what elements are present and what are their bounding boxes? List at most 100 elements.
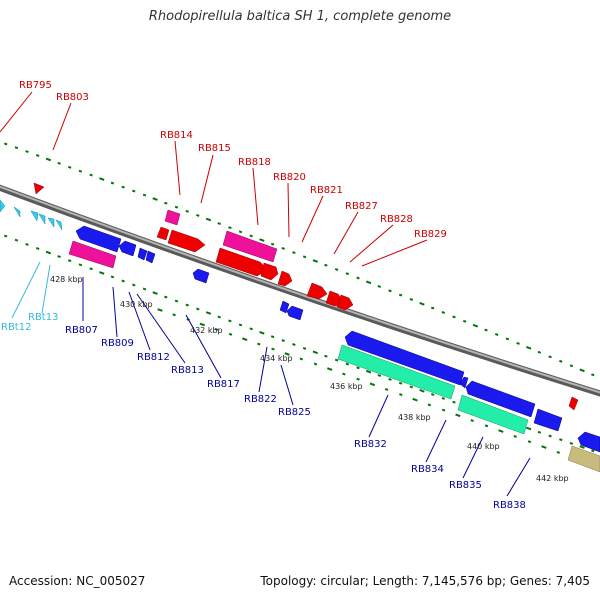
outer-tick-track <box>3 142 595 377</box>
minor-tick <box>537 430 542 434</box>
minor-tick <box>388 377 392 381</box>
minor-tick <box>409 385 414 389</box>
gene-label-forward[interactable]: RB814 <box>160 130 193 141</box>
minor-tick <box>441 408 446 412</box>
major-tick <box>199 322 205 327</box>
major-tick <box>259 331 265 335</box>
gene-feature-olive[interactable] <box>567 445 600 473</box>
gene-label-forward[interactable]: RB818 <box>238 157 271 168</box>
minor-tick <box>142 193 147 197</box>
gene-feature-magenta[interactable] <box>68 240 117 269</box>
gene-feature-green[interactable] <box>457 394 529 435</box>
minor-tick <box>185 303 189 307</box>
minor-tick <box>121 279 125 283</box>
minor-tick <box>249 234 253 238</box>
minor-tick <box>78 263 83 267</box>
genome-backbone <box>0 184 600 397</box>
gene-feature-reverse[interactable] <box>192 268 210 284</box>
gene-label-reverse[interactable]: RB832 <box>354 439 387 450</box>
gene-feature-forward[interactable] <box>156 226 170 241</box>
gene-feature-reverse[interactable] <box>75 225 122 253</box>
minor-tick <box>3 142 8 146</box>
minor-tick <box>548 355 552 359</box>
minor-tick <box>35 247 40 250</box>
gene-feature-reverse[interactable] <box>286 305 304 321</box>
gene-label-reverse[interactable]: RB838 <box>493 500 526 511</box>
gene-label-reverse[interactable]: RB813 <box>171 365 204 376</box>
minor-tick <box>57 255 61 259</box>
major-tick <box>259 238 265 242</box>
gene-feature-forward[interactable] <box>167 229 206 253</box>
minor-tick <box>14 146 19 150</box>
gene-feature-forward[interactable] <box>260 262 279 281</box>
minor-tick <box>342 372 346 376</box>
major-tick <box>472 323 479 328</box>
gene-feature-reverse[interactable] <box>137 247 148 261</box>
accession-text: Accession: NC_005027 <box>9 574 146 588</box>
gene-feature-reverse[interactable] <box>145 250 156 264</box>
gene-label-reverse[interactable]: RB834 <box>411 464 444 475</box>
minor-tick <box>3 234 8 238</box>
minor-tick <box>228 319 232 323</box>
gene-feature-green[interactable] <box>337 344 456 400</box>
minor-tick <box>270 335 275 339</box>
minor-tick <box>591 449 595 453</box>
gene-label-forward[interactable]: RB815 <box>198 143 231 154</box>
gene-feature-reverse[interactable] <box>577 431 600 453</box>
gene-feature-forward[interactable] <box>568 396 579 411</box>
gene-feature-magenta[interactable] <box>164 209 181 226</box>
gene-label-reverse[interactable]: RB825 <box>278 407 311 418</box>
minor-tick <box>356 276 360 280</box>
gene-label-reverse[interactable]: RB822 <box>244 394 277 405</box>
minor-tick <box>484 424 489 428</box>
gene-feature-reverse[interactable] <box>118 240 137 257</box>
minor-tick <box>25 150 29 154</box>
gene-label-reverse[interactable]: RB812 <box>137 352 170 363</box>
kbp-tick-label: 428 kbp <box>50 275 83 284</box>
gene-feature-forward[interactable] <box>33 182 45 195</box>
minor-tick <box>345 272 350 276</box>
gene-label-reverse[interactable]: RB809 <box>101 338 134 349</box>
major-tick <box>579 368 585 373</box>
trna-feature-group[interactable] <box>0 199 63 231</box>
minor-tick <box>302 255 307 259</box>
inner-tick-track <box>3 234 595 453</box>
trna-label[interactable]: RBt13 <box>28 312 58 323</box>
gene-label-forward[interactable]: RB821 <box>310 185 343 196</box>
major-tick <box>526 346 532 350</box>
gene-label-reverse[interactable]: RB817 <box>207 379 240 390</box>
minor-tick <box>441 311 446 314</box>
minor-tick <box>398 381 403 385</box>
trna-label[interactable]: RBt12 <box>1 322 31 333</box>
gene-label-reverse[interactable]: RB835 <box>449 480 482 491</box>
gene-label-forward[interactable]: RB803 <box>56 92 89 103</box>
major-tick <box>205 217 212 222</box>
minor-tick <box>505 337 510 341</box>
gene-label-forward[interactable]: RB795 <box>19 80 52 91</box>
gene-feature-reverse[interactable] <box>279 300 290 314</box>
gene-label-forward[interactable]: RB827 <box>345 201 378 212</box>
gene-label-forward[interactable]: RB820 <box>273 172 306 183</box>
gene-label-forward[interactable]: RB829 <box>414 229 447 240</box>
minor-tick <box>57 161 61 165</box>
gene-label-forward[interactable]: RB828 <box>380 214 413 225</box>
minor-tick <box>345 362 350 366</box>
minor-tick <box>228 332 233 336</box>
gene-feature-magenta[interactable] <box>222 230 278 263</box>
gene-feature-reverse[interactable] <box>465 380 536 418</box>
gene-feature-forward[interactable] <box>277 270 293 287</box>
minor-tick <box>324 354 328 358</box>
minor-tick <box>217 222 221 226</box>
minor-tick <box>559 438 563 442</box>
gene-feature-reverse[interactable] <box>344 330 465 386</box>
gene-feature-reverse[interactable] <box>533 408 563 432</box>
gene-feature-forward[interactable] <box>306 282 328 300</box>
gene-label-reverse[interactable]: RB807 <box>65 325 98 336</box>
minor-tick <box>356 366 360 370</box>
minor-tick <box>384 387 389 391</box>
gene-feature-reverse[interactable] <box>459 376 469 389</box>
gene-feature-forward[interactable] <box>336 294 354 311</box>
major-tick <box>242 337 248 341</box>
minor-tick <box>356 377 360 381</box>
minor-tick <box>249 327 253 331</box>
